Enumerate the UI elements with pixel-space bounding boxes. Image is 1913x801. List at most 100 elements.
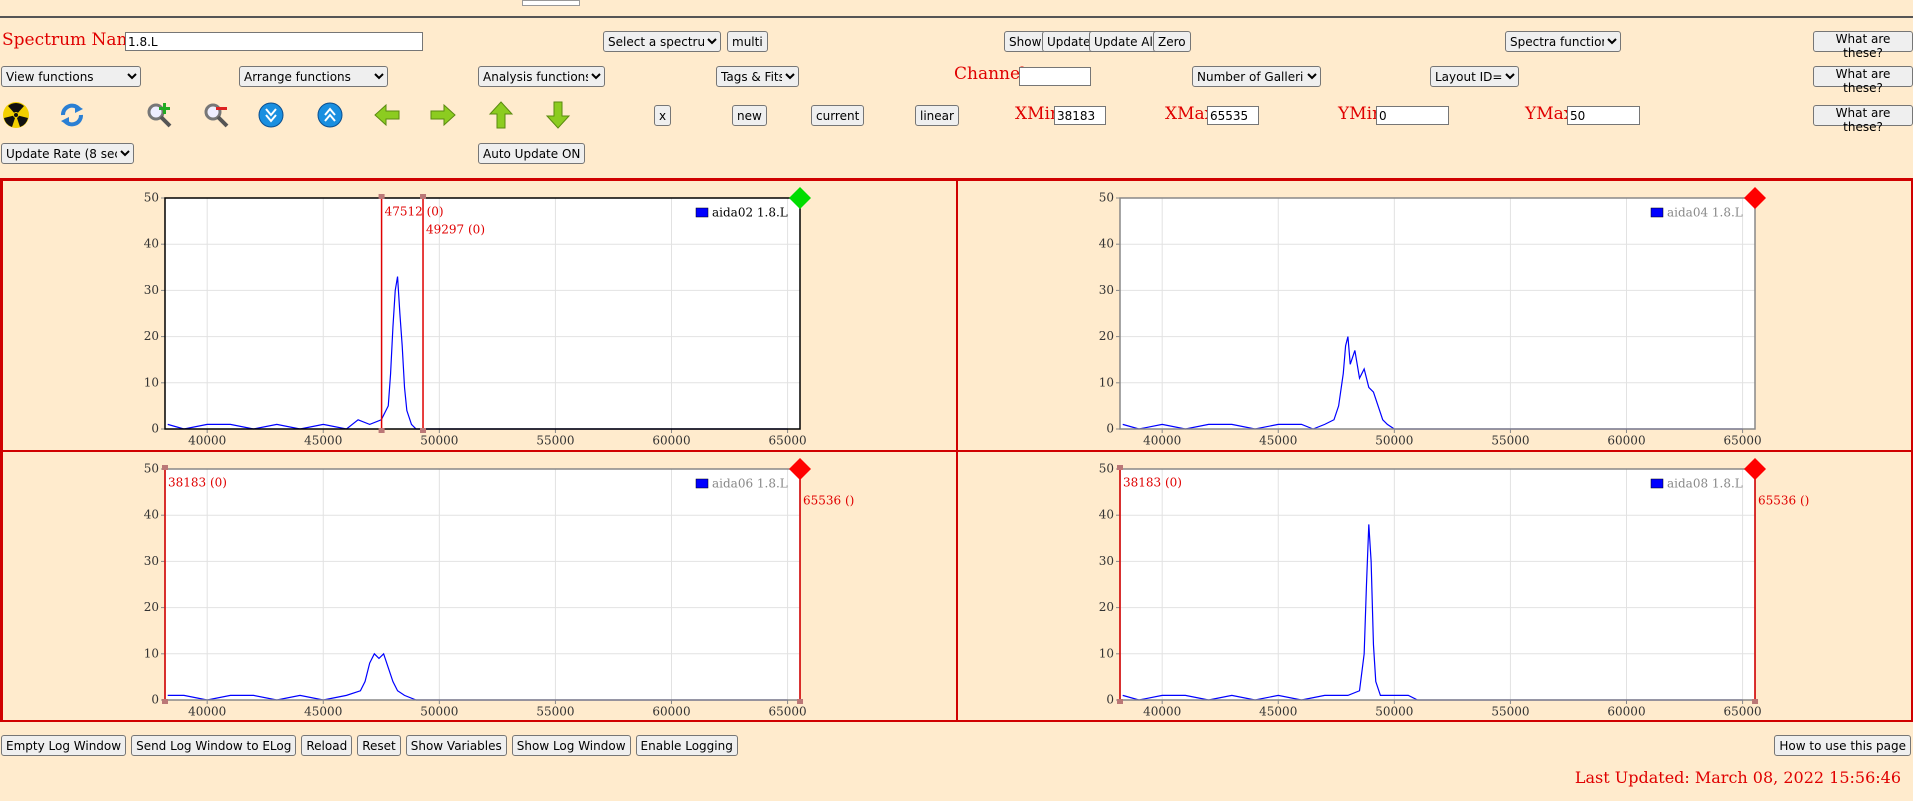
right-arrow-icon[interactable] xyxy=(429,101,457,129)
legend-label: aida08 1.8.L xyxy=(1667,477,1743,491)
up-arrow-icon[interactable] xyxy=(487,101,515,129)
multi-button[interactable]: multi xyxy=(727,31,768,52)
update-rate[interactable]: Update Rate (8 secs) xyxy=(1,143,134,164)
auto-update-button[interactable]: Auto Update ON xyxy=(478,143,586,164)
x-tick-label: 50000 xyxy=(420,434,458,448)
footer-button[interactable]: Reload xyxy=(301,735,353,756)
x-tick-label: 45000 xyxy=(1259,705,1297,719)
cursor-handle xyxy=(797,699,804,704)
legend-label: aida06 1.8.L xyxy=(712,477,788,491)
spectrum-line xyxy=(1122,336,1743,430)
zoom-out-icon[interactable] xyxy=(202,101,230,129)
plot-frame xyxy=(164,197,801,430)
down-arrow-icon[interactable] xyxy=(544,101,572,129)
radiation-icon[interactable] xyxy=(2,101,30,129)
footer-button[interactable]: Empty Log Window xyxy=(1,735,127,756)
legend-swatch xyxy=(1650,478,1664,489)
status-diamond xyxy=(789,458,811,480)
footer-button[interactable]: Show Log Window xyxy=(511,735,631,756)
ymin-input[interactable] xyxy=(1376,106,1449,125)
x-tick-label: 40000 xyxy=(1143,434,1181,448)
spectrum-plot: 40000 45000 50000 55000 60000 65000 0 10 20 30 40 5… xyxy=(144,458,854,719)
show-button[interactable]: Show xyxy=(1004,31,1047,52)
y-tick-label: 30 xyxy=(1099,283,1114,297)
cursor-label: 65536 () xyxy=(1758,494,1809,508)
x-tick-label: 60000 xyxy=(1607,434,1645,448)
x-tick-label: 55000 xyxy=(536,705,574,719)
select-spectrum[interactable]: Select a spectrum xyxy=(603,31,721,52)
new-button[interactable]: new xyxy=(732,105,767,126)
help-button[interactable]: What are these? xyxy=(1813,31,1913,60)
analysis-functions[interactable]: Analysis functions xyxy=(478,66,605,87)
update-all-button[interactable]: Update All xyxy=(1089,31,1162,52)
y-tick-label: 40 xyxy=(1099,237,1114,251)
y-tick-label: 20 xyxy=(144,329,159,343)
top-rule xyxy=(0,16,1913,18)
cursor-label: 65536 () xyxy=(803,494,854,508)
footer-button[interactable]: Reset xyxy=(357,735,401,756)
help-button[interactable]: What are these? xyxy=(1813,105,1913,134)
y-tick-label: 30 xyxy=(144,283,159,297)
footer-button[interactable]: Enable Logging xyxy=(635,735,738,756)
y-tick-label: 50 xyxy=(144,191,159,205)
x-tick-label: 40000 xyxy=(188,705,226,719)
x-tick-label: 60000 xyxy=(1607,705,1645,719)
zero-button[interactable]: Zero xyxy=(1153,31,1191,52)
spectra-functions[interactable]: Spectra functions xyxy=(1505,31,1621,52)
tags-fits[interactable]: Tags & Fits xyxy=(716,66,799,87)
x-tick-label: 55000 xyxy=(536,434,574,448)
expand-down-icon[interactable] xyxy=(257,101,285,129)
cursor-handle xyxy=(420,428,427,433)
gallery-grid: 40000 45000 50000 55000 60000 65000 0 10 20 30 40 5… xyxy=(0,178,1913,722)
legend-swatch xyxy=(695,207,709,218)
help-button[interactable]: What are these? xyxy=(1813,66,1913,95)
y-tick-label: 0 xyxy=(1106,422,1114,436)
zoom-in-icon[interactable] xyxy=(145,101,173,129)
update-button[interactable]: Update xyxy=(1042,31,1096,52)
gallery: 40000 45000 50000 55000 60000 65000 0 10 20 30 40 5… xyxy=(957,180,1912,451)
expand-up-icon[interactable] xyxy=(316,101,344,129)
arrange-functions[interactable]: Arrange functions xyxy=(239,66,388,87)
linear-button[interactable]: linear xyxy=(915,105,959,126)
top-tab xyxy=(522,0,580,6)
gallery: 40000 45000 50000 55000 60000 65000 0 10 20 30 40 5… xyxy=(2,451,957,722)
x-tick-label: 50000 xyxy=(420,705,458,719)
current-button[interactable]: current xyxy=(811,105,865,126)
ymax-input[interactable] xyxy=(1567,106,1640,125)
cursor-handle xyxy=(1117,465,1123,470)
channel-input[interactable] xyxy=(1019,67,1091,86)
y-tick-label: 0 xyxy=(151,693,159,707)
cursor-label: 38183 (0) xyxy=(1123,476,1182,490)
y-tick-label: 20 xyxy=(1099,600,1114,614)
y-tick-label: 50 xyxy=(144,462,159,476)
cursor-label: 47512 (0) xyxy=(385,205,444,219)
footer-button[interactable]: Show Variables xyxy=(405,735,507,756)
x-tick-label: 45000 xyxy=(1259,434,1297,448)
status-diamond xyxy=(789,187,811,209)
cursor-label: 38183 (0) xyxy=(168,476,227,490)
x-tick-label: 60000 xyxy=(652,434,690,448)
number-of-galleries[interactable]: Number of Galleries xyxy=(1192,66,1321,87)
spectrum-name-input[interactable] xyxy=(125,32,423,51)
xmin-label: XMin xyxy=(1015,104,1061,124)
footer-button[interactable]: Send Log Window to ELog xyxy=(131,735,297,756)
x-button[interactable]: x xyxy=(654,105,672,126)
view-functions[interactable]: View functions xyxy=(1,66,141,87)
y-tick-label: 50 xyxy=(1099,191,1114,205)
last-updated: Last Updated: March 08, 2022 15:56:46 xyxy=(1574,768,1901,787)
xmax-input[interactable] xyxy=(1207,106,1259,125)
gallery: 40000 45000 50000 55000 60000 65000 0 10 20 30 40 5… xyxy=(2,180,957,451)
y-tick-label: 0 xyxy=(1106,693,1114,707)
plot-background xyxy=(1120,198,1755,429)
status-diamond xyxy=(1744,187,1766,209)
gallery: 40000 45000 50000 55000 60000 65000 0 10 20 30 40 5… xyxy=(957,451,1912,722)
x-tick-label: 65000 xyxy=(1723,705,1761,719)
xmin-input[interactable] xyxy=(1054,106,1106,125)
left-arrow-icon[interactable] xyxy=(373,101,401,129)
y-tick-label: 40 xyxy=(144,508,159,522)
refresh-icon[interactable] xyxy=(58,101,86,129)
layout-select[interactable]: Layout ID=4 xyxy=(1430,66,1519,87)
x-tick-label: 65000 xyxy=(1723,434,1761,448)
how-to-button[interactable]: How to use this page xyxy=(1774,735,1911,756)
cursor-handle xyxy=(378,194,385,199)
